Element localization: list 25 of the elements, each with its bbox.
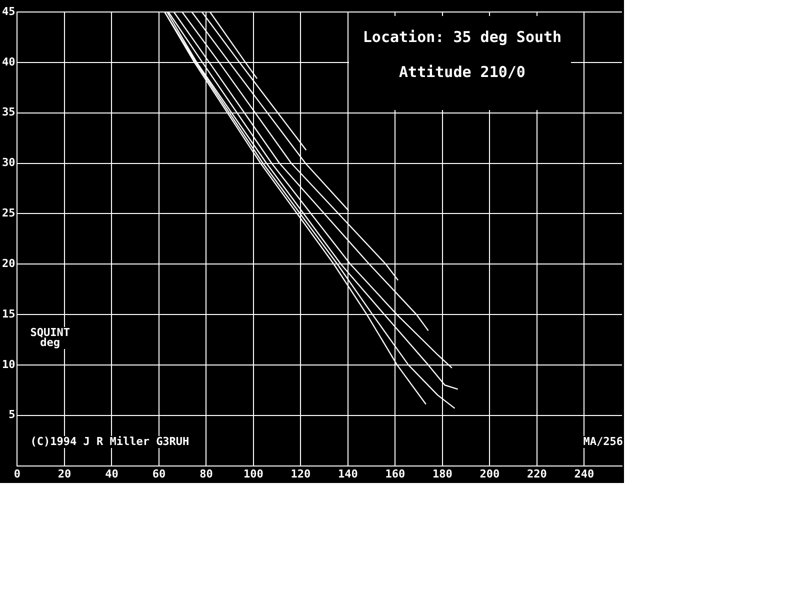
- x-tick-label: 100: [244, 467, 264, 480]
- y-axis-title: SQUINT deg: [29, 326, 71, 349]
- x-tick-label: 220: [527, 467, 547, 480]
- y-tick-label: 15: [2, 307, 16, 320]
- y-tick-label: 10: [2, 358, 16, 371]
- y-tick-label: 35: [2, 106, 16, 119]
- x-tick-label: 0: [14, 467, 21, 480]
- y-tick-label: 5: [8, 408, 16, 422]
- annotation: MA/256: [582, 434, 624, 448]
- y-tick-label: 25: [2, 206, 16, 220]
- y-tick-label: 30: [2, 156, 16, 170]
- x-tick-label: 80: [200, 467, 213, 480]
- x-tick-label: 240: [574, 467, 594, 480]
- y-tick-label: 20: [2, 256, 16, 270]
- x-tick-label: 60: [152, 467, 166, 480]
- x-tick-label: 180: [432, 467, 452, 480]
- x-tick-label: 20: [58, 467, 72, 480]
- x-tick-label: 200: [480, 467, 500, 480]
- y-tick-label: 40: [2, 55, 16, 68]
- x-tick-label: 140: [338, 467, 358, 480]
- x-tick-label: 120: [290, 467, 311, 480]
- annotation: (C)1994 J R Miller G3RUH: [29, 434, 190, 448]
- y-tick-label: 45: [2, 4, 16, 18]
- x-tick-label: 40: [105, 467, 118, 480]
- x-tick-label: 160: [385, 467, 406, 480]
